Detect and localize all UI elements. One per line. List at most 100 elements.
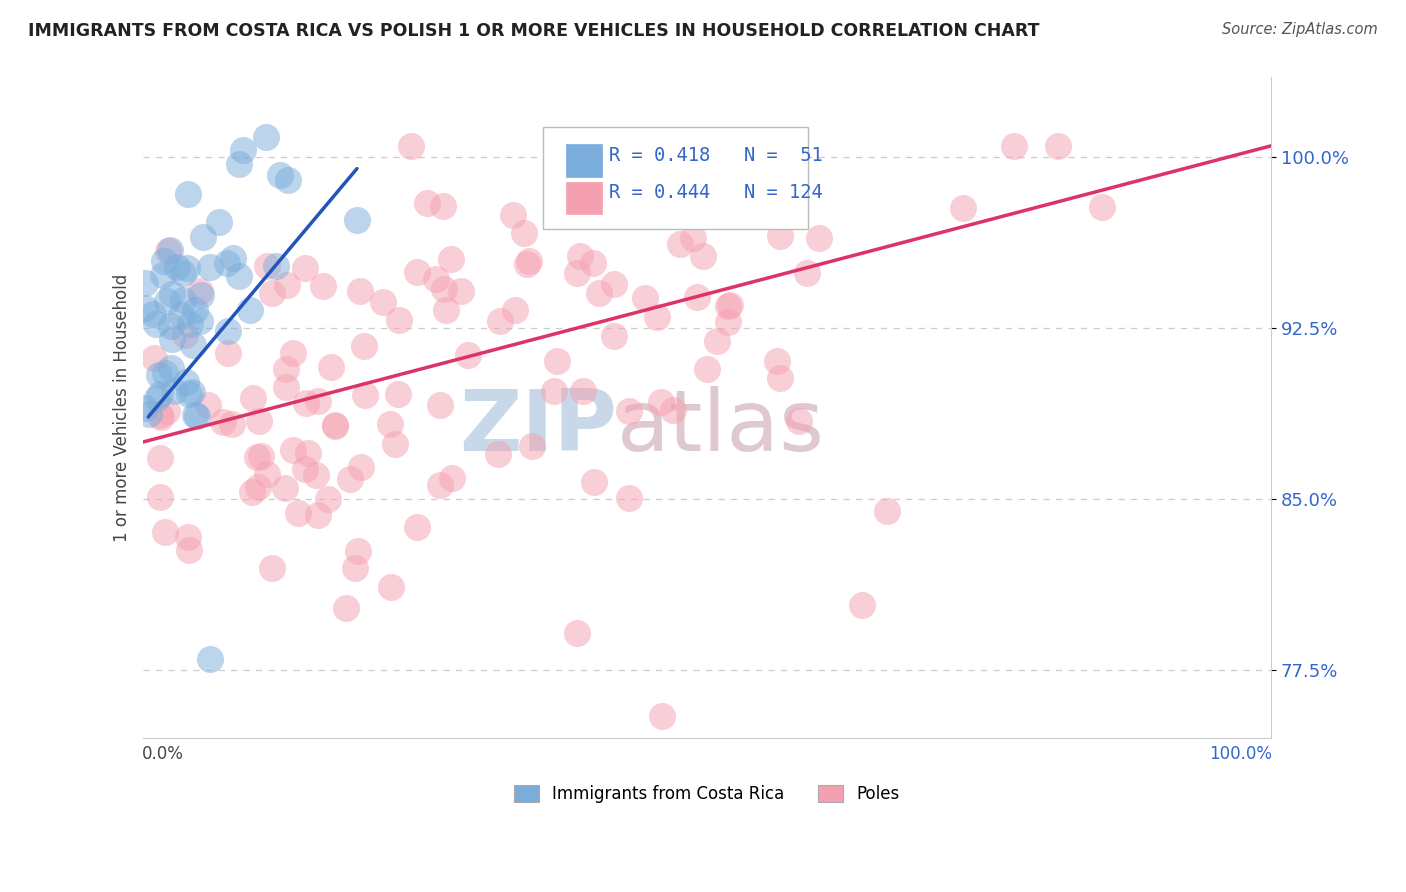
- Point: [565, 625, 588, 640]
- Point: [387, 387, 409, 401]
- Point: [177, 530, 200, 544]
- Point: [405, 265, 427, 279]
- Point: [274, 482, 297, 496]
- Point: [316, 492, 339, 507]
- Point: [134, 277, 156, 291]
- Point: [378, 417, 401, 432]
- Point: [588, 286, 610, 301]
- Point: [294, 462, 316, 476]
- Point: [181, 338, 204, 352]
- Point: [307, 508, 329, 522]
- Point: [176, 186, 198, 201]
- Point: [190, 287, 212, 301]
- Point: [717, 300, 740, 314]
- Point: [188, 285, 211, 299]
- Point: [321, 360, 343, 375]
- Point: [433, 282, 456, 296]
- Point: [682, 231, 704, 245]
- Point: [149, 491, 172, 505]
- Point: [240, 485, 263, 500]
- Text: IMMIGRANTS FROM COSTA RICA VS POLISH 1 OR MORE VEHICLES IN HOUSEHOLD CORRELATION: IMMIGRANTS FROM COSTA RICA VS POLISH 1 O…: [28, 22, 1039, 40]
- Point: [346, 212, 368, 227]
- Point: [297, 446, 319, 460]
- Point: [184, 303, 207, 318]
- Point: [505, 302, 527, 317]
- Point: [256, 259, 278, 273]
- Point: [283, 345, 305, 359]
- Point: [166, 260, 188, 275]
- Text: R = 0.444   N = 124: R = 0.444 N = 124: [609, 183, 823, 202]
- Text: 100.0%: 100.0%: [1209, 745, 1272, 764]
- Point: [177, 387, 200, 401]
- Point: [217, 324, 239, 338]
- Point: [152, 268, 174, 283]
- Point: [228, 269, 250, 284]
- Point: [583, 475, 606, 490]
- Point: [696, 361, 718, 376]
- Point: [208, 215, 231, 229]
- Point: [354, 388, 377, 402]
- Point: [218, 345, 240, 359]
- Point: [156, 294, 179, 309]
- Point: [262, 560, 284, 574]
- Point: [179, 543, 201, 558]
- Point: [513, 226, 536, 240]
- Point: [344, 561, 367, 575]
- Point: [439, 252, 461, 267]
- Point: [142, 306, 165, 320]
- Point: [1047, 138, 1070, 153]
- Point: [160, 332, 183, 346]
- Point: [184, 408, 207, 422]
- Point: [668, 237, 690, 252]
- Point: [305, 468, 328, 483]
- Point: [148, 409, 170, 423]
- Point: [274, 380, 297, 394]
- Point: [766, 354, 789, 368]
- Point: [186, 409, 208, 424]
- Point: [294, 261, 316, 276]
- Point: [159, 361, 181, 376]
- Text: atlas: atlas: [616, 386, 824, 469]
- Point: [486, 447, 509, 461]
- Point: [645, 310, 668, 325]
- Point: [172, 293, 194, 307]
- Point: [450, 284, 472, 298]
- Point: [157, 244, 180, 258]
- Point: [323, 419, 346, 434]
- Point: [709, 174, 731, 188]
- Point: [287, 506, 309, 520]
- Point: [156, 403, 179, 417]
- Point: [176, 260, 198, 275]
- Point: [520, 439, 543, 453]
- Point: [718, 298, 741, 312]
- Point: [246, 479, 269, 493]
- Point: [269, 168, 291, 182]
- Point: [295, 395, 318, 409]
- Point: [134, 401, 156, 415]
- Text: 0.0%: 0.0%: [142, 745, 183, 764]
- Point: [353, 339, 375, 353]
- Point: [159, 318, 181, 333]
- Point: [851, 598, 873, 612]
- Point: [416, 196, 439, 211]
- Point: [706, 334, 728, 348]
- Point: [717, 315, 740, 329]
- Point: [429, 398, 451, 412]
- Point: [686, 290, 709, 304]
- Point: [148, 387, 170, 401]
- Point: [335, 601, 357, 615]
- Point: [519, 254, 541, 268]
- Point: [651, 708, 673, 723]
- Point: [440, 471, 463, 485]
- Y-axis label: 1 or more Vehicles in Household: 1 or more Vehicles in Household: [114, 274, 131, 542]
- Point: [143, 351, 166, 365]
- Text: R = 0.418   N =  51: R = 0.418 N = 51: [609, 145, 823, 164]
- FancyBboxPatch shape: [543, 127, 808, 229]
- Point: [1002, 138, 1025, 153]
- Point: [662, 402, 685, 417]
- Point: [242, 391, 264, 405]
- Point: [274, 361, 297, 376]
- Point: [755, 138, 778, 153]
- Point: [582, 255, 605, 269]
- Point: [650, 395, 672, 409]
